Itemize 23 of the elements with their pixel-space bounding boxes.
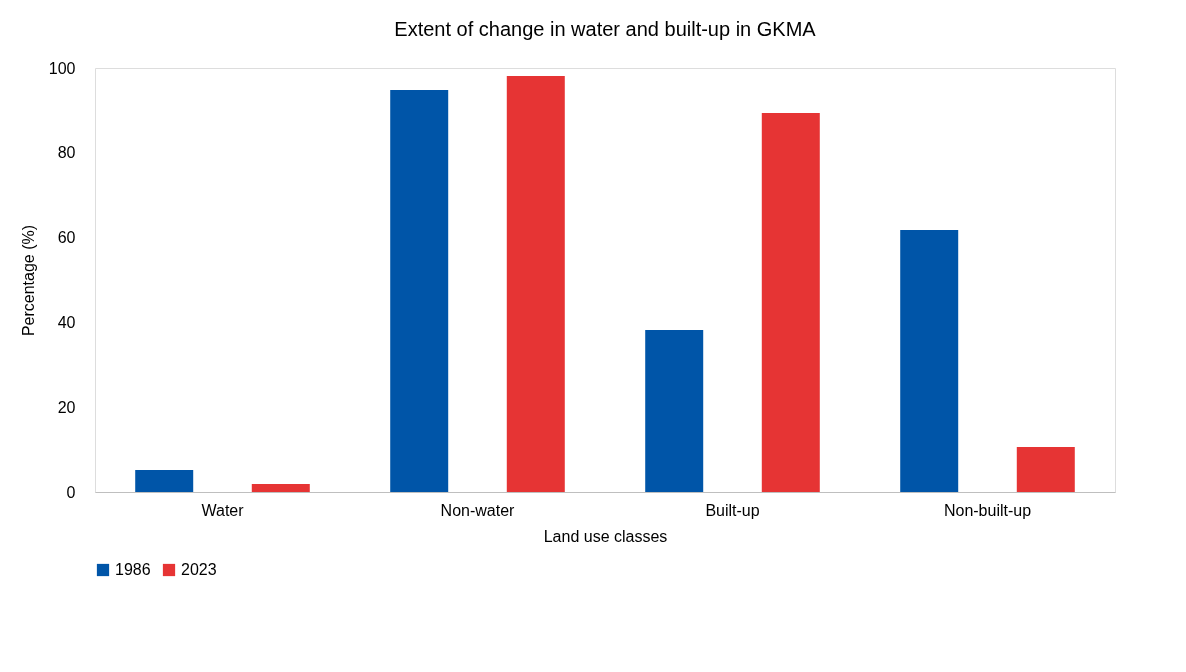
bar <box>900 229 959 492</box>
x-tick-label: Water <box>201 501 245 519</box>
y-tick-label: 60 <box>57 229 76 247</box>
chart-title: Extent of change in water and built-up in GKMA <box>394 18 817 40</box>
bar <box>761 112 820 492</box>
x-axis-title: Land use classes <box>543 527 668 545</box>
y-tick-label: 20 <box>57 398 76 416</box>
x-tick-label: Non-built-up <box>943 501 1032 519</box>
bar <box>390 90 449 492</box>
legend-label: 1986 <box>115 561 151 578</box>
bar <box>1016 447 1075 492</box>
bar <box>645 330 704 492</box>
y-tick-label: 100 <box>48 59 76 77</box>
bar <box>135 469 194 492</box>
x-tick-label: Built-up <box>705 501 760 519</box>
y-axis-title: Percentage (%) <box>19 224 37 337</box>
x-tick-label: Non-water <box>440 501 516 519</box>
y-tick-label: 40 <box>57 313 76 331</box>
legend-label: 2023 <box>181 561 217 578</box>
bar <box>251 483 310 492</box>
y-tick-label: 80 <box>57 144 76 162</box>
bar <box>506 76 565 492</box>
y-tick-label: 0 <box>66 483 76 501</box>
